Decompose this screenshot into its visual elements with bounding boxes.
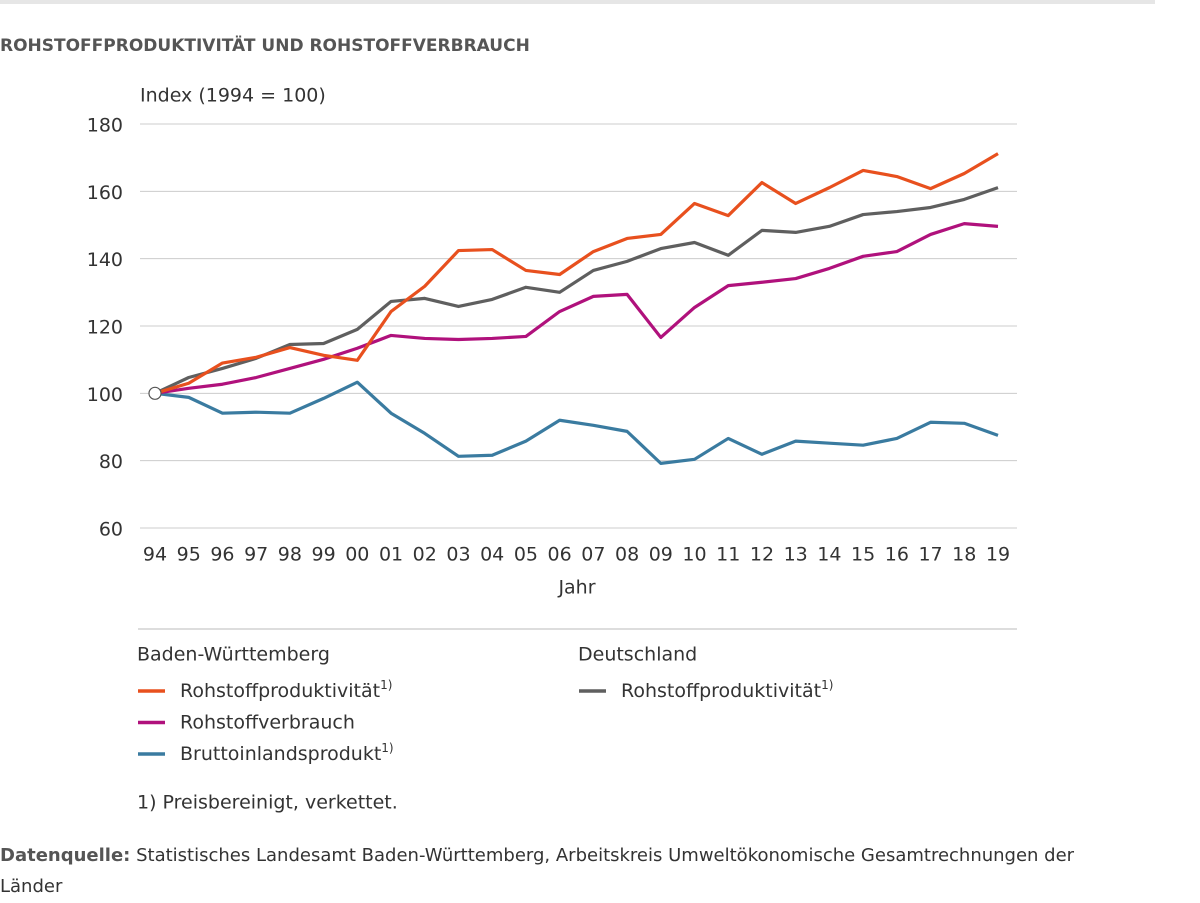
- chart: ROHSTOFFPRODUKTIVITÄT UND ROHSTOFFVERBRA…: [0, 0, 1155, 814]
- x-tick-label: 16: [885, 544, 909, 566]
- x-tick-label: 94: [143, 544, 167, 566]
- x-tick-label: 95: [177, 544, 201, 566]
- legend-label: Bruttoinlandsprodukt1): [180, 741, 394, 765]
- x-tick-label: 02: [413, 544, 437, 566]
- y-tick-label: 60: [99, 519, 123, 541]
- legend-name: Rohstoffverbrauch: [180, 711, 355, 733]
- x-tick-label: 96: [210, 544, 234, 566]
- legend-footnote-ref: 1): [380, 678, 392, 692]
- footnote: 1) Preisbereinigt, verkettet.: [137, 792, 398, 814]
- legend-footnote-ref: 1): [821, 678, 833, 692]
- chart-title: ROHSTOFFPRODUKTIVITÄT UND ROHSTOFFVERBRA…: [0, 34, 530, 56]
- base-point: [148, 386, 162, 400]
- x-tick-label: 00: [345, 544, 369, 566]
- x-axis-label: Jahr: [557, 577, 595, 599]
- x-tick-label: 19: [986, 544, 1010, 566]
- legend-group-title: Baden-Württemberg: [137, 644, 330, 666]
- legend-name: Rohstoffproduktivität: [180, 680, 380, 702]
- source-text: Statistisches Landesamt Baden-Württember…: [0, 845, 1075, 897]
- y-axis-label: Index (1994 = 100): [140, 85, 326, 107]
- x-tick-label: 08: [615, 544, 639, 566]
- x-tick-label: 10: [682, 544, 706, 566]
- x-tick-label: 12: [750, 544, 774, 566]
- legend-name: Rohstoffproduktivität: [621, 680, 821, 702]
- y-tick-label: 180: [87, 115, 123, 137]
- legend-label: Rohstoffproduktivität1): [180, 678, 392, 702]
- x-tick-label: 97: [244, 544, 268, 566]
- x-tick-label: 07: [581, 544, 605, 566]
- legend-group-title: Deutschland: [578, 644, 697, 666]
- x-tick-label: 18: [952, 544, 976, 566]
- x-tick-label: 17: [918, 544, 942, 566]
- legend-footnote-ref: 1): [381, 741, 393, 755]
- series-line: [154, 222, 999, 395]
- x-tick-label: 09: [649, 544, 673, 566]
- legend-name: Bruttoinlandsprodukt: [180, 743, 381, 765]
- y-tick-label: 120: [87, 317, 123, 339]
- x-tick-label: 99: [312, 544, 336, 566]
- x-tick-label: 11: [716, 544, 740, 566]
- series-line: [154, 380, 999, 465]
- x-tick-label: 98: [278, 544, 302, 566]
- x-tick-label: 03: [446, 544, 470, 566]
- series-line: [154, 152, 999, 395]
- x-tick-label: 05: [514, 544, 538, 566]
- x-tick-label: 01: [379, 544, 403, 566]
- x-tick-label: 04: [480, 544, 504, 566]
- series-line: [154, 186, 999, 395]
- y-tick-label: 140: [87, 249, 123, 271]
- x-tick-label: 15: [851, 544, 875, 566]
- y-tick-label: 160: [87, 182, 123, 204]
- y-tick-label: 100: [87, 384, 123, 406]
- source: Datenquelle: Statistisches Landesamt Bad…: [0, 840, 1080, 902]
- top-bar: [0, 0, 1155, 4]
- y-tick-label: 80: [99, 451, 123, 473]
- x-tick-label: 14: [817, 544, 841, 566]
- legend-label: Rohstoffproduktivität1): [621, 678, 833, 702]
- x-tick-label: 13: [784, 544, 808, 566]
- source-label: Datenquelle:: [0, 845, 131, 866]
- x-tick-label: 06: [548, 544, 572, 566]
- legend-label: Rohstoffverbrauch: [180, 711, 355, 733]
